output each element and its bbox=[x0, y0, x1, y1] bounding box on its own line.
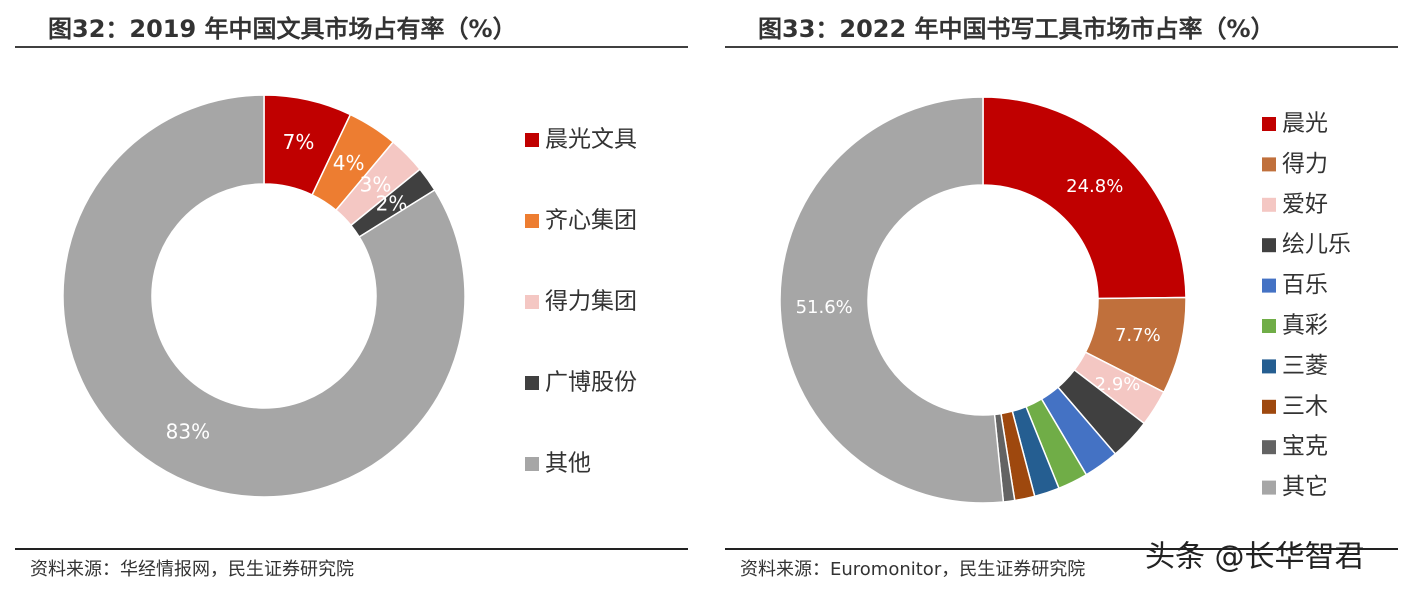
legend-label: 晨光 bbox=[1282, 111, 1328, 137]
legend-label: 宝克 bbox=[1282, 434, 1328, 460]
legend-swatch bbox=[525, 133, 539, 147]
slice bbox=[982, 96, 1187, 300]
value-label: 4% bbox=[333, 151, 365, 175]
value-label: 51.6% bbox=[796, 297, 853, 318]
legend-swatch bbox=[1262, 440, 1276, 455]
source: 资料来源：Euromonitor，民生证券研究院 bbox=[740, 559, 1085, 580]
legend-label: 三木 bbox=[1282, 393, 1328, 419]
value-label: 83% bbox=[166, 419, 210, 443]
legend-swatch bbox=[525, 376, 539, 390]
legend-label: 百乐 bbox=[1282, 272, 1328, 298]
legend-label: 广博股份 bbox=[545, 370, 637, 396]
legend-label: 其它 bbox=[1282, 474, 1328, 500]
legend-swatch bbox=[1262, 278, 1276, 293]
legend-swatch bbox=[1262, 480, 1276, 495]
source: 资料来源：华经情报网，民生证券研究院 bbox=[30, 559, 354, 580]
legend-swatch bbox=[1262, 399, 1276, 414]
value-label: 7% bbox=[283, 130, 315, 154]
value-label: 24.8% bbox=[1066, 176, 1123, 197]
chart-title: 图32：2019 年中国文具市场占有率（%） bbox=[48, 15, 517, 43]
slice bbox=[779, 96, 1005, 504]
legend-label: 其他 bbox=[545, 451, 591, 477]
legend-swatch bbox=[525, 295, 539, 309]
legend-label: 齐心集团 bbox=[545, 208, 637, 234]
legend-label: 真彩 bbox=[1282, 313, 1328, 339]
watermark: 头条 @长华智君 bbox=[1145, 540, 1365, 575]
legend-label: 绘儿乐 bbox=[1282, 232, 1351, 258]
legend-swatch bbox=[1262, 238, 1276, 253]
value-label: 3% bbox=[360, 173, 392, 197]
legend-swatch bbox=[1262, 319, 1276, 333]
slice bbox=[62, 94, 466, 498]
legend-label: 爱好 bbox=[1282, 191, 1328, 217]
legend-swatch bbox=[525, 457, 539, 471]
value-label: 7.7% bbox=[1115, 325, 1161, 346]
legend-swatch bbox=[525, 214, 539, 228]
legend-label: 得力 bbox=[1282, 151, 1328, 177]
legend-label: 晨光文具 bbox=[545, 127, 637, 153]
legend-swatch bbox=[1262, 197, 1276, 212]
legend-swatch bbox=[1262, 359, 1276, 374]
legend-label: 得力集团 bbox=[545, 289, 637, 315]
legend-swatch bbox=[1262, 117, 1276, 131]
legend-label: 三菱 bbox=[1282, 353, 1328, 379]
legend-swatch bbox=[1262, 157, 1276, 172]
chart-title: 图33：2022 年中国书写工具市场市占率（%） bbox=[758, 15, 1275, 43]
value-label: 2.9% bbox=[1095, 374, 1141, 395]
